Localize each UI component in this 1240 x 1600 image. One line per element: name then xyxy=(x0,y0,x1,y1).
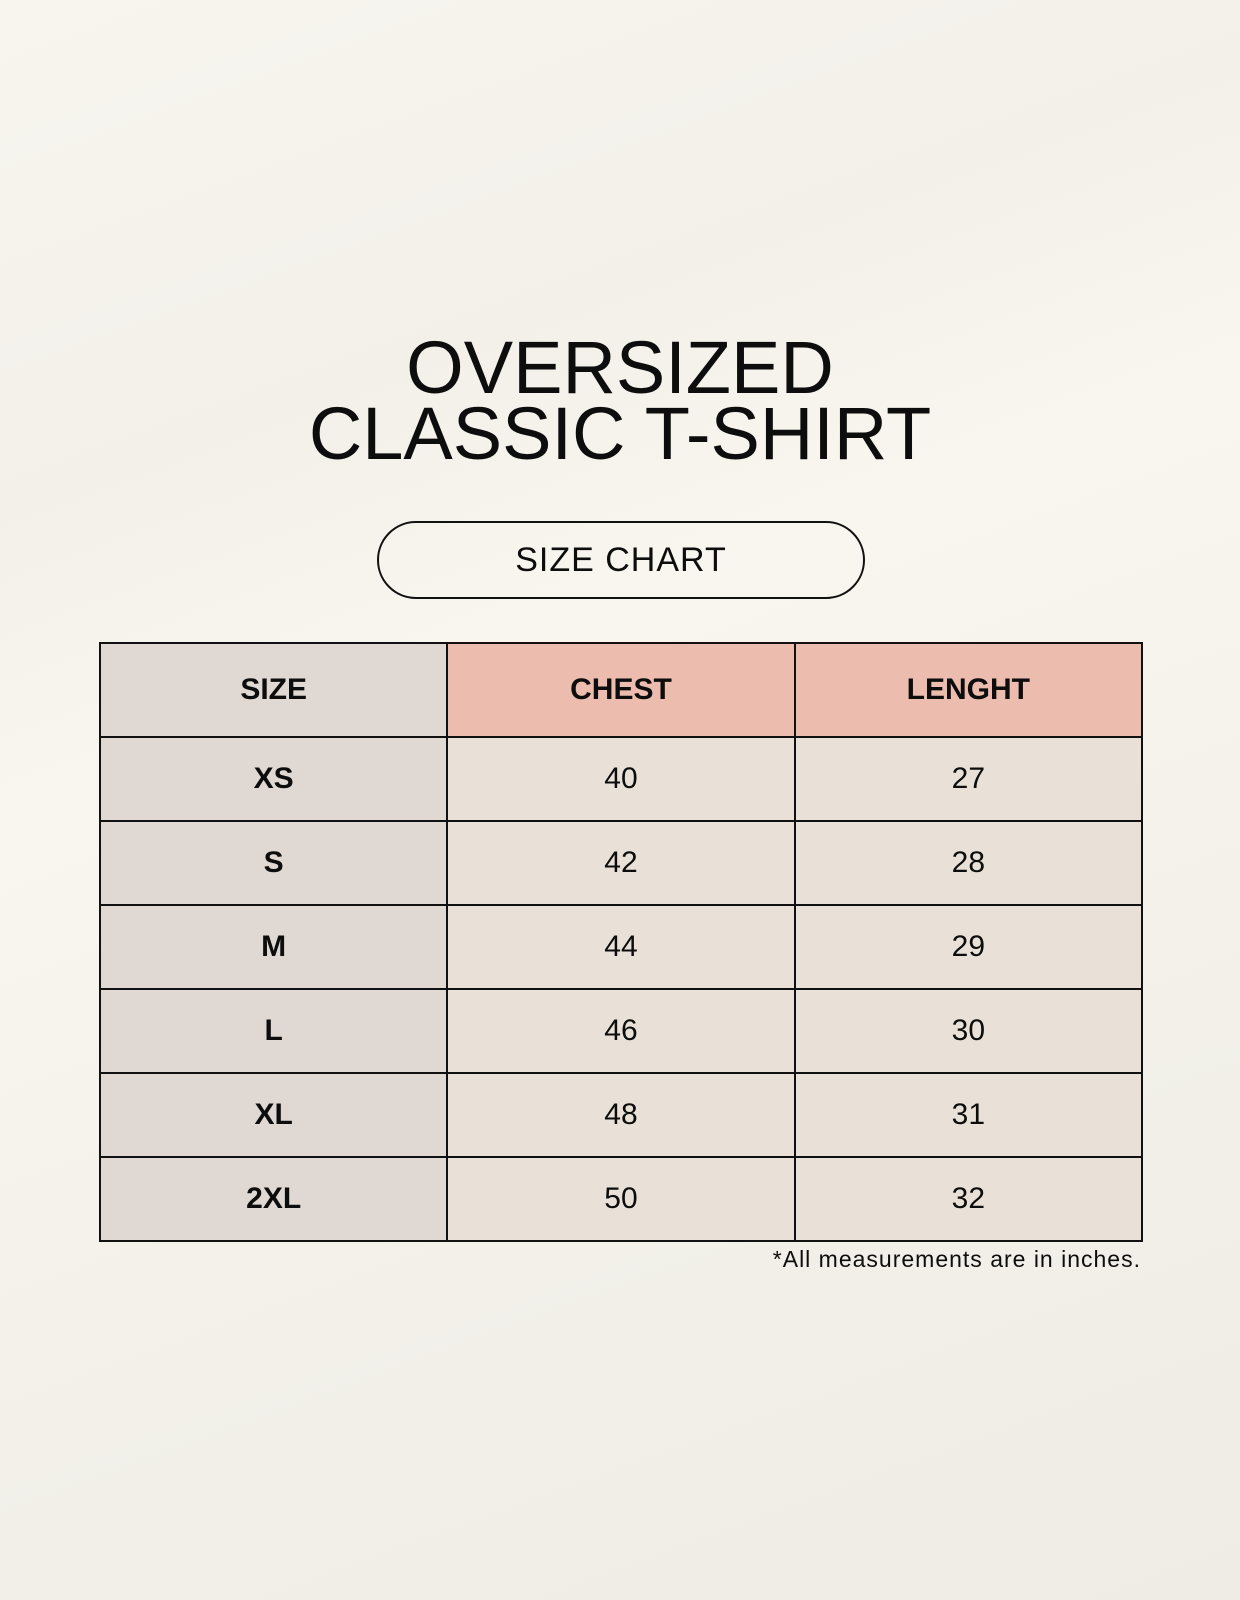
cell-length: 29 xyxy=(793,904,1144,990)
cell-length: 27 xyxy=(793,736,1144,822)
header-size: SIZE xyxy=(98,642,449,738)
size-chart-label: SIZE CHART xyxy=(377,521,865,599)
table-header-row: SIZE CHEST LENGHT xyxy=(98,642,1144,738)
table-row: L 46 30 xyxy=(98,988,1144,1074)
cell-size: M xyxy=(98,904,449,990)
cell-length: 30 xyxy=(793,988,1144,1074)
footnote: *All measurements are in inches. xyxy=(772,1246,1141,1272)
cell-size: S xyxy=(98,820,449,906)
cell-size: L xyxy=(98,988,449,1074)
cell-size: XL xyxy=(98,1072,449,1158)
table-row: 2XL 50 32 xyxy=(98,1156,1144,1242)
cell-length: 31 xyxy=(793,1072,1144,1158)
cell-size: XS xyxy=(98,736,449,822)
header-chest: CHEST xyxy=(446,642,796,738)
cell-chest: 48 xyxy=(446,1072,796,1158)
cell-chest: 50 xyxy=(446,1156,796,1242)
size-table: SIZE CHEST LENGHT XS 40 27 S 42 28 M 44 29 L 46 30 X… xyxy=(98,642,1144,1242)
cell-chest: 40 xyxy=(446,736,796,822)
title-line-1: OVERSIZED xyxy=(406,326,834,409)
table-row: XS 40 27 xyxy=(98,736,1144,822)
cell-length: 32 xyxy=(793,1156,1144,1242)
cell-chest: 42 xyxy=(446,820,796,906)
cell-size: 2XL xyxy=(98,1156,449,1242)
cell-chest: 44 xyxy=(446,904,796,990)
header-length: LENGHT xyxy=(793,642,1144,738)
title-line-2: CLASSIC T-SHIRT xyxy=(308,392,932,475)
table-row: M 44 29 xyxy=(98,904,1144,990)
cell-chest: 46 xyxy=(446,988,796,1074)
page-title: OVERSIZED CLASSIC T-SHIRT xyxy=(0,326,1240,475)
table-row: XL 48 31 xyxy=(98,1072,1144,1158)
cell-length: 28 xyxy=(793,820,1144,906)
table-row: S 42 28 xyxy=(98,820,1144,906)
